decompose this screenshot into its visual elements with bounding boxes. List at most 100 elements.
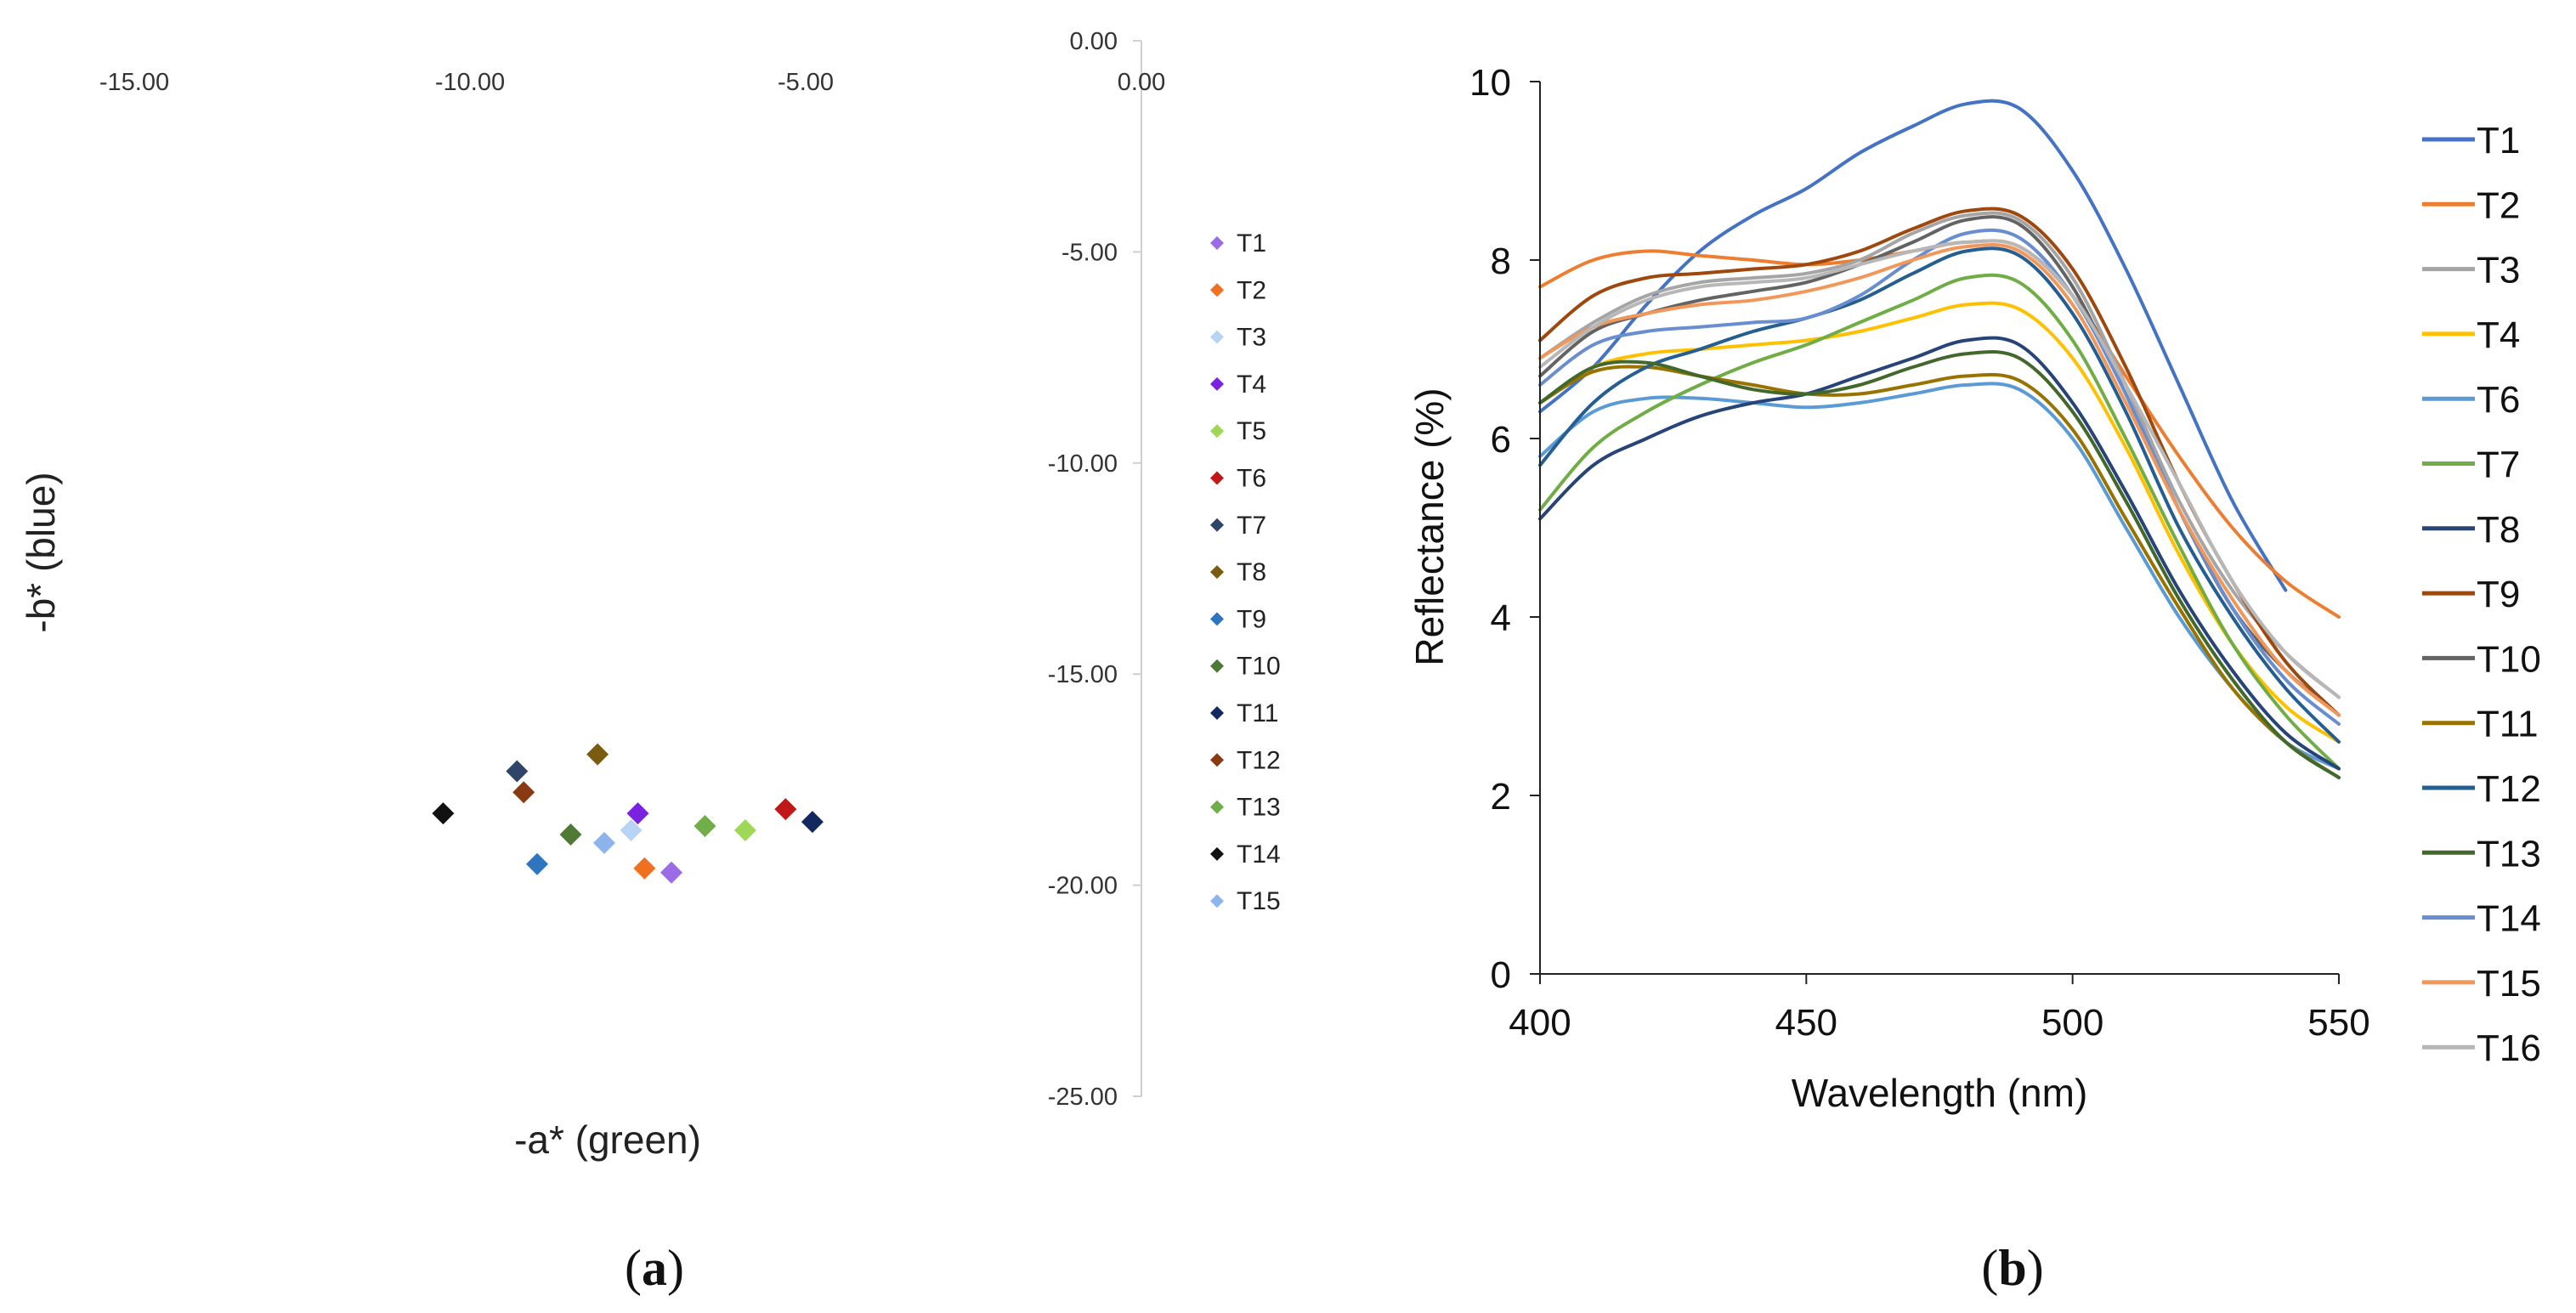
- chart-b-x-axis-label: Wavelength (nm): [1792, 1071, 2088, 1115]
- chart-b-legend-label-t4: T4: [2477, 314, 2520, 356]
- chart-b-legend-label-t7: T7: [2477, 444, 2520, 486]
- chart-b-legend-label-t11: T11: [2477, 704, 2539, 745]
- chart-a-legend-marker-t11: [1210, 706, 1224, 720]
- chart-b-x-tick-label: 400: [1509, 1002, 1571, 1044]
- chart-b-x-ticks: 400 450 500 550: [1509, 974, 2370, 1044]
- chart-b-y-axis-label: Reflectance (%): [1407, 388, 1452, 665]
- chart-a-y-tick-label: -10.00: [1048, 450, 1118, 478]
- chart-a-x-ticks: -15.00 -10.00 -5.00 0.00: [99, 69, 1165, 96]
- chart-a-legend-marker-t7: [1210, 518, 1224, 532]
- chart-a-x-axis-label: -a* (green): [514, 1118, 701, 1162]
- chart-a-x-tick-label: -15.00: [99, 69, 169, 96]
- chart-b-legend-label-t2: T2: [2477, 184, 2520, 226]
- chart-a-legend-label-t6: T6: [1237, 465, 1266, 493]
- chart-a-legend-marker-t10: [1210, 659, 1224, 673]
- chart-a-point-t12: [512, 781, 535, 804]
- chart-a-legend: T1 T2 T3 T4 T5 T6 T7 T8 T9 T10 T11 T12 T13 T14 T15: [1210, 229, 1281, 915]
- chart-a-x-tick-label: -5.00: [778, 69, 834, 96]
- chart-a-point-t13: [694, 815, 716, 838]
- chart-a-legend-label-t9: T9: [1237, 605, 1266, 633]
- chart-a-legend-marker-t14: [1210, 846, 1224, 861]
- chart-a-point-t15: [593, 831, 615, 854]
- chart-b-y-ticks: 0 2 4 6 8 10: [1469, 62, 1540, 996]
- chart-a-y-tick-label: -5.00: [1062, 239, 1118, 266]
- chart-a: -15.00 -10.00 -5.00 0.00 0.00-5.00-10.00-15…: [19, 28, 1281, 1296]
- chart-b-line-t4: [1538, 301, 2341, 744]
- chart-a-legend-marker-t3: [1210, 330, 1224, 344]
- chart-b: 400 450 500 550 0 2 4 6 8 10 T1 T2 T3 T4 T6 T7 T8 T9 T10…: [1407, 62, 2541, 1296]
- chart-a-point-t11: [801, 811, 824, 834]
- chart-b-y-tick-label: 0: [1491, 954, 1511, 996]
- chart-b-legend-label-t3: T3: [2477, 250, 2520, 291]
- chart-b-legend-label-t9: T9: [2477, 574, 2520, 615]
- chart-a-point-t8: [586, 743, 609, 766]
- chart-b-line-t7: [1538, 273, 2341, 771]
- chart-b-legend-label-t12: T12: [2477, 768, 2541, 810]
- chart-b-legend-label-t15: T15: [2477, 963, 2541, 1005]
- chart-b-panel-label: (b): [1981, 1240, 2043, 1296]
- chart-b-x-tick-label: 550: [2307, 1002, 2369, 1044]
- chart-b-legend-label-t10: T10: [2477, 638, 2541, 680]
- chart-b-y-tick-label: 4: [1491, 597, 1511, 639]
- chart-b-y-tick-label: 10: [1469, 62, 1511, 104]
- chart-b-legend-label-t6: T6: [2477, 379, 2520, 421]
- chart-b-line-t15: [1538, 242, 2341, 717]
- chart-a-y-ticks: 0.00 -5.00 -10.00 -15.00 -20.00 -25.00: [1048, 28, 1141, 1111]
- chart-a-panel-label: (a): [625, 1240, 684, 1296]
- chart-a-point-t7: [506, 760, 529, 783]
- chart-a-legend-label-t15: T15: [1237, 887, 1281, 915]
- chart-a-legend-marker-t15: [1210, 894, 1224, 908]
- chart-a-point-t3: [620, 819, 643, 842]
- chart-a-point-t6: [774, 798, 797, 821]
- chart-a-legend-marker-t12: [1210, 753, 1224, 767]
- chart-a-legend-marker-t5: [1210, 424, 1224, 439]
- chart-a-legend-label-t5: T5: [1237, 417, 1266, 445]
- chart-a-y-tick-label: 0.00: [1070, 28, 1118, 55]
- chart-a-y-tick-label: -25.00: [1048, 1084, 1118, 1111]
- chart-a-legend-label-t13: T13: [1237, 794, 1281, 822]
- chart-b-line-t14: [1538, 228, 2341, 726]
- chart-a-legend-label-t11: T11: [1237, 699, 1278, 727]
- chart-b-series: [1538, 99, 2341, 779]
- chart-b-line-t1: [1538, 99, 2288, 592]
- chart-b-line-t12: [1538, 246, 2341, 744]
- chart-a-legend-marker-t2: [1210, 283, 1224, 297]
- chart-b-y-tick-label: 2: [1491, 776, 1511, 818]
- chart-a-legend-label-t3: T3: [1237, 324, 1266, 352]
- chart-b-y-tick-label: 6: [1491, 419, 1511, 461]
- chart-a-legend-label-t10: T10: [1237, 653, 1281, 681]
- chart-b-legend-label-t1: T1: [2477, 120, 2520, 161]
- chart-b-line-t13: [1538, 349, 2341, 779]
- chart-b-x-tick-label: 500: [2041, 1002, 2103, 1044]
- chart-a-legend-marker-t13: [1210, 800, 1224, 814]
- chart-a-point-t9: [526, 852, 548, 875]
- chart-a-legend-marker-t9: [1210, 612, 1224, 626]
- chart-a-point-t1: [660, 861, 682, 884]
- chart-b-legend-label-t14: T14: [2477, 898, 2541, 940]
- chart-b-legend-label-t13: T13: [2477, 833, 2541, 874]
- chart-a-y-axis-label: -b* (blue): [19, 472, 63, 632]
- chart-a-x-tick-label: -10.00: [435, 69, 505, 96]
- chart-a-legend-label-t1: T1: [1237, 229, 1266, 258]
- chart-a-y-tick-label: -15.00: [1048, 661, 1118, 688]
- chart-b-line-t3: [1538, 211, 2341, 699]
- chart-a-legend-label-t4: T4: [1237, 371, 1266, 399]
- chart-b-y-tick-label: 8: [1491, 241, 1511, 282]
- chart-a-x-tick-label: 0.00: [1118, 69, 1165, 96]
- chart-b-line-t8: [1538, 336, 2341, 771]
- chart-a-point-t2: [633, 857, 656, 880]
- chart-a-legend-label-t8: T8: [1237, 558, 1266, 586]
- chart-b-line-t9: [1538, 207, 2341, 717]
- chart-b-legend-label-t16: T16: [2477, 1027, 2541, 1069]
- chart-a-point-t14: [432, 802, 455, 825]
- chart-a-point-t5: [733, 819, 756, 842]
- chart-a-point-t10: [559, 823, 582, 846]
- chart-a-legend-label-t2: T2: [1237, 276, 1266, 304]
- chart-a-y-tick-label: -20.00: [1048, 873, 1118, 900]
- chart-a-legend-label-t7: T7: [1237, 512, 1266, 540]
- chart-a-legend-label-t12: T12: [1237, 746, 1281, 774]
- chart-a-legend-marker-t1: [1210, 236, 1224, 250]
- chart-b-line-t16: [1538, 239, 2341, 699]
- chart-a-legend-marker-t6: [1210, 471, 1224, 485]
